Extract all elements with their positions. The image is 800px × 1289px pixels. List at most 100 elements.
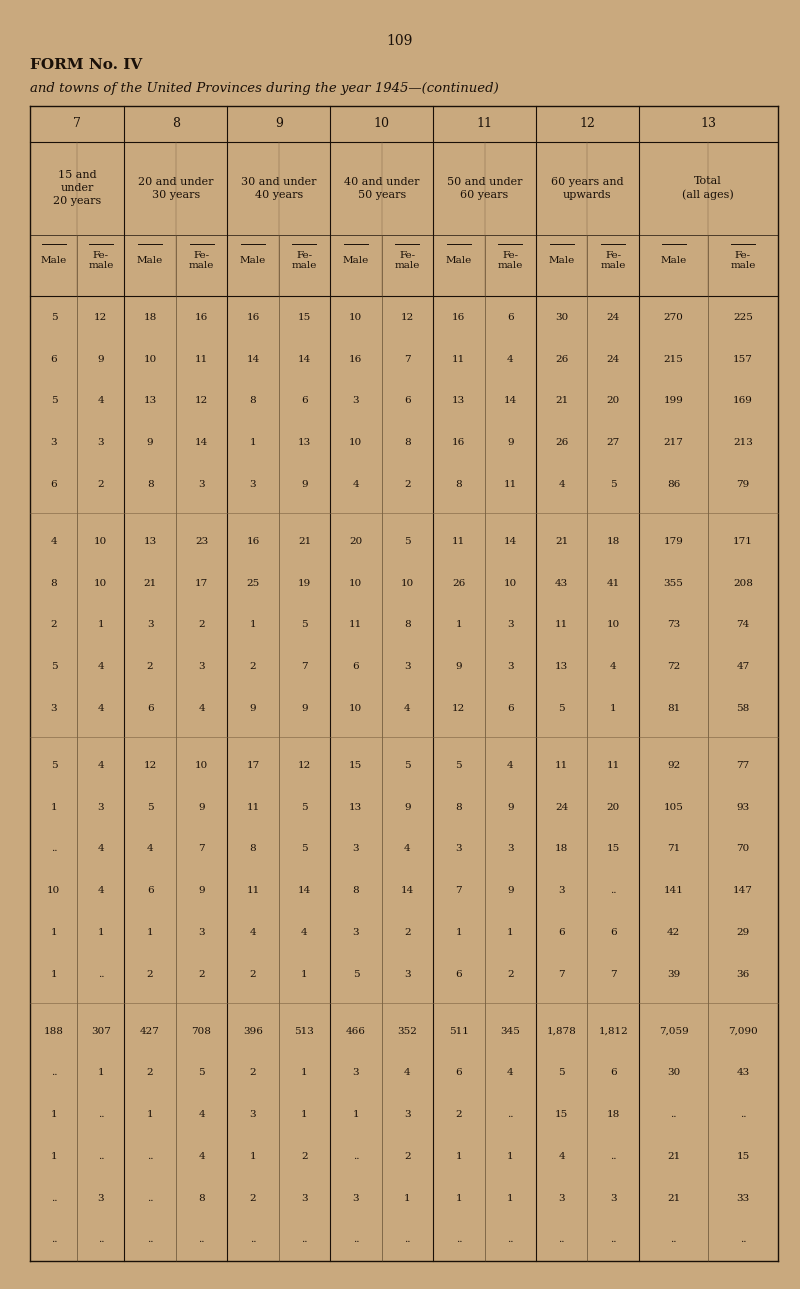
Text: 18: 18 [606,1110,620,1119]
Text: 11: 11 [555,761,568,770]
Text: Fe-
male: Fe- male [601,251,626,271]
Text: 17: 17 [195,579,208,588]
Text: 345: 345 [500,1027,520,1035]
Text: 12: 12 [579,117,595,130]
Text: 9: 9 [455,663,462,672]
Text: 10: 10 [195,761,208,770]
Text: 16: 16 [350,354,362,363]
Text: Male: Male [661,257,686,266]
Text: 86: 86 [667,480,680,489]
Text: 13: 13 [143,538,157,545]
Text: 17: 17 [246,761,260,770]
Text: 6: 6 [301,396,308,405]
Text: Total
(all ages): Total (all ages) [682,177,734,200]
Text: 5: 5 [301,844,308,853]
Text: 11: 11 [246,803,260,812]
Text: 4: 4 [404,844,410,853]
Text: 147: 147 [733,886,753,895]
Text: 11: 11 [452,354,466,363]
Text: 20 and under
30 years: 20 and under 30 years [138,177,214,200]
Text: 12: 12 [195,396,208,405]
Text: 33: 33 [736,1194,750,1203]
Text: ..: .. [353,1152,359,1161]
Text: 5: 5 [353,969,359,978]
Text: 7: 7 [404,354,410,363]
Text: 21: 21 [555,396,568,405]
Text: 2: 2 [404,928,410,937]
Text: 14: 14 [246,354,260,363]
Text: Male: Male [446,257,472,266]
Text: 10: 10 [94,538,107,545]
Text: 3: 3 [610,1194,617,1203]
Text: ..: .. [558,1235,565,1244]
Text: 8: 8 [146,480,154,489]
Text: ..: .. [147,1152,154,1161]
Text: 4: 4 [250,928,256,937]
Text: 3: 3 [98,803,104,812]
Text: 217: 217 [664,438,683,447]
Text: ..: .. [50,1235,57,1244]
Text: 40 and under
50 years: 40 and under 50 years [344,177,419,200]
Text: 1: 1 [50,1152,58,1161]
Text: 3: 3 [507,663,514,672]
Text: 5: 5 [146,803,154,812]
Text: 6: 6 [610,1069,617,1078]
Text: 4: 4 [198,704,205,713]
Text: 4: 4 [507,1069,514,1078]
Text: 1: 1 [250,1152,256,1161]
Text: 5: 5 [558,704,565,713]
Text: FORM No. IV: FORM No. IV [30,58,142,72]
Text: 26: 26 [555,438,568,447]
Text: 1: 1 [507,1194,514,1203]
Text: 3: 3 [301,1194,308,1203]
Text: 2: 2 [250,1194,256,1203]
Text: 3: 3 [198,480,205,489]
Text: 11: 11 [452,538,466,545]
Text: 74: 74 [736,620,750,629]
Text: 6: 6 [146,886,154,895]
Text: 10: 10 [374,117,390,130]
Text: 3: 3 [250,480,256,489]
Text: 6: 6 [50,354,58,363]
Text: 9: 9 [98,354,104,363]
Text: 21: 21 [667,1194,680,1203]
Text: 355: 355 [664,579,683,588]
Text: 2: 2 [250,663,256,672]
Text: ..: .. [250,1235,256,1244]
Text: 427: 427 [140,1027,160,1035]
Text: 4: 4 [507,761,514,770]
Text: 396: 396 [243,1027,263,1035]
Text: 14: 14 [298,886,311,895]
Text: 1: 1 [455,928,462,937]
Text: 3: 3 [404,1110,410,1119]
Text: 3: 3 [353,844,359,853]
Text: 5: 5 [50,313,58,322]
Text: 5: 5 [558,1069,565,1078]
Text: 79: 79 [736,480,750,489]
Text: 21: 21 [143,579,157,588]
Text: 9: 9 [301,704,308,713]
Text: 21: 21 [298,538,311,545]
Text: 3: 3 [353,928,359,937]
Text: 5: 5 [301,620,308,629]
Text: 77: 77 [736,761,750,770]
Text: 5: 5 [404,538,410,545]
Text: 1: 1 [301,1110,308,1119]
Text: 27: 27 [606,438,620,447]
Text: 10: 10 [606,620,620,629]
Text: 141: 141 [664,886,683,895]
Text: 7: 7 [610,969,617,978]
Text: ..: .. [98,969,104,978]
Text: 1,878: 1,878 [547,1027,577,1035]
Text: 14: 14 [195,438,208,447]
Text: 215: 215 [664,354,683,363]
Text: ..: .. [50,1069,57,1078]
Text: 3: 3 [50,704,58,713]
Text: 4: 4 [98,761,104,770]
Text: 9: 9 [146,438,154,447]
Text: 20: 20 [350,538,362,545]
Text: 6: 6 [353,663,359,672]
Text: 7: 7 [198,844,205,853]
Text: Fe-
male: Fe- male [394,251,420,271]
Text: 9: 9 [507,438,514,447]
